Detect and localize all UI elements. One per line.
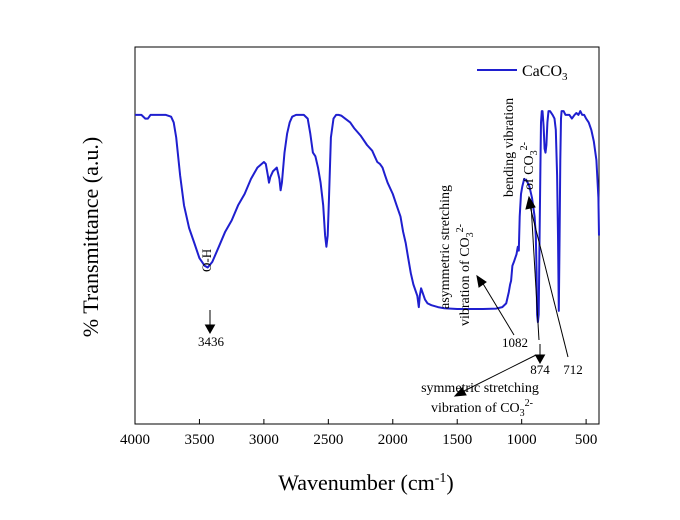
annotation-bend-line1: bending vibration — [502, 98, 517, 197]
x-tick-label: 1000 — [507, 432, 537, 448]
arrow-874-bending — [530, 203, 540, 341]
x-tick-label: 3500 — [184, 432, 214, 448]
arrow-oh-head — [204, 324, 216, 335]
y-axis-label: % Transmittance (a.u.) — [78, 137, 103, 337]
arrow-sym-head — [453, 387, 467, 397]
x-tick-label: 4000 — [120, 432, 150, 448]
annotation-1082: 1082 — [502, 335, 528, 350]
x-axis-label: Wavenumber (cm-1) — [278, 470, 453, 495]
arrow-asym — [481, 281, 515, 336]
arrow-712-head — [525, 195, 536, 210]
annotation-oh: O-H — [199, 249, 214, 272]
annotation-sym-line1: symmetric stretching — [421, 381, 539, 396]
annotation-asym-line2: vibration of CO32- — [455, 224, 476, 326]
annotation-874: 874 — [530, 362, 550, 377]
arrow-asym-head — [476, 274, 487, 288]
annotation-sym-line2: vibration of CO32- — [431, 398, 533, 419]
annotation-3436: 3436 — [198, 334, 225, 349]
annotation-arrows — [204, 195, 569, 397]
x-axis-ticks: 4000 3500 3000 2500 2000 1500 1000 500 — [120, 419, 597, 448]
annotation-bend-line2: of CO32- — [519, 142, 540, 190]
legend-label-caco3: CaCO3 — [522, 63, 568, 83]
series-line-caco3 — [135, 110, 600, 324]
x-tick-label: 500 — [575, 432, 598, 448]
arrow-874-head — [534, 354, 546, 365]
arrow-sym — [461, 354, 537, 393]
x-tick-label: 2000 — [378, 432, 408, 448]
x-tick-label: 3000 — [249, 432, 279, 448]
legend: CaCO3 — [477, 63, 568, 83]
annotation-712: 712 — [563, 362, 583, 377]
annotation-asym-line1: asymmetric stretching — [438, 185, 453, 309]
x-tick-label: 1500 — [442, 432, 472, 448]
x-tick-label: 2500 — [313, 432, 343, 448]
arrow-712 — [529, 205, 569, 358]
